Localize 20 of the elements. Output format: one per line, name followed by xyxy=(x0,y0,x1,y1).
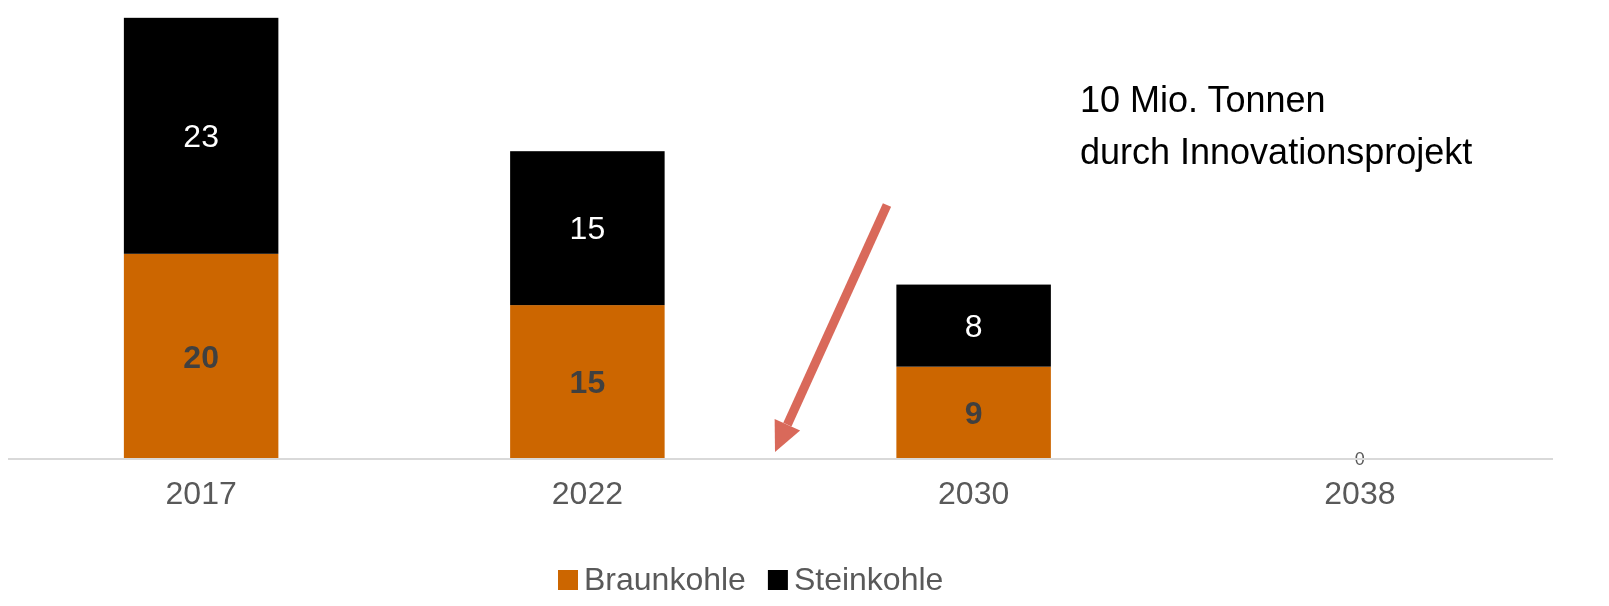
x-tick-label: 2030 xyxy=(938,474,1010,511)
x-tick-label: 2022 xyxy=(551,474,623,511)
data-label: 9 xyxy=(964,395,983,432)
annotation: durch Innovationsprojekt xyxy=(1080,131,1473,172)
bar xyxy=(896,284,1051,367)
annotation: 10 Mio. Tonnen xyxy=(1080,79,1326,120)
data-label: 15 xyxy=(569,364,606,401)
bar xyxy=(123,253,279,459)
data-label: 15 xyxy=(569,210,606,247)
legend-label: Steinkohle xyxy=(793,561,944,597)
bar xyxy=(510,151,665,306)
bar xyxy=(896,366,1051,459)
data-label: 8 xyxy=(964,307,983,344)
data-label: 23 xyxy=(183,118,219,155)
legend-label: Braunkohle xyxy=(584,561,746,597)
data-label: 20 xyxy=(183,338,219,375)
bar xyxy=(510,305,665,459)
bar xyxy=(123,17,279,254)
x-tick-label: 2038 xyxy=(1324,474,1396,511)
x-tick-label: 2017 xyxy=(165,474,237,511)
